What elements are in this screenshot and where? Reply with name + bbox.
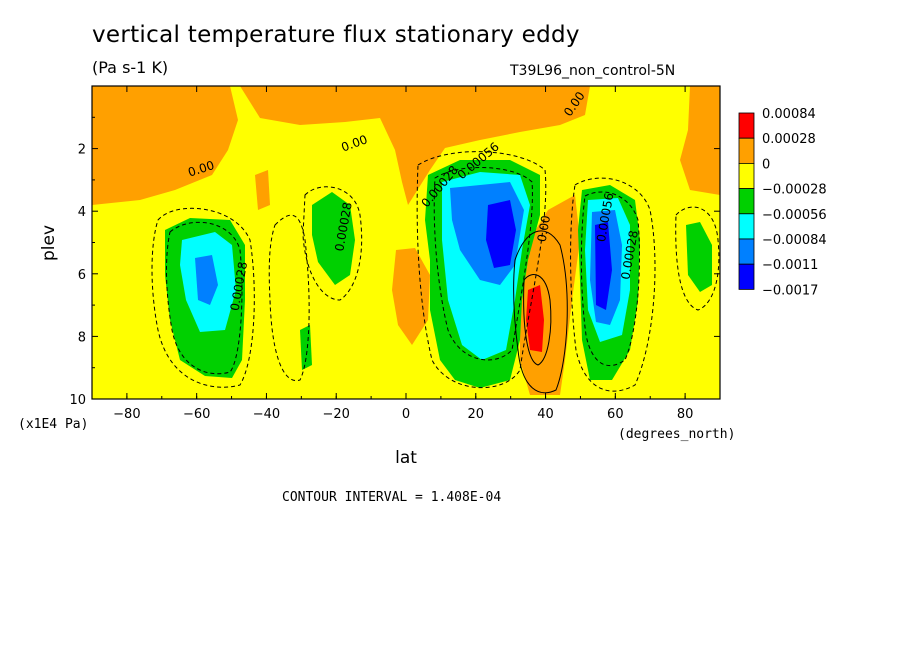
- legend-swatch: [738, 213, 755, 240]
- x-tick-label: 40: [537, 407, 554, 422]
- legend-label: 0.00028: [762, 132, 816, 147]
- legend-swatch: [738, 112, 755, 139]
- legend-label: −0.00028: [762, 183, 827, 198]
- x-tick-label: −80: [113, 407, 140, 422]
- x-tick-label: 0: [402, 407, 410, 422]
- contour-line: [580, 191, 640, 367]
- legend-swatch: [738, 263, 755, 290]
- region-blue-sw: [195, 255, 218, 305]
- region-pos-center: [392, 248, 430, 345]
- legend-label: 0.00084: [762, 107, 816, 122]
- legend-swatch: [738, 137, 755, 164]
- contour-line: [523, 274, 552, 366]
- x-tick-label: −20: [323, 407, 350, 422]
- region-deepblue-east: [595, 222, 612, 310]
- region-deepblue-big: [486, 200, 516, 268]
- color-legend: 0.00084 0.00028 0 −0.00028 −0.00056 −0.00084 −…: [738, 107, 827, 298]
- x-axis-units: (degrees_north): [618, 427, 735, 442]
- x-tick-label: 60: [607, 407, 624, 422]
- y-tick-label: 2: [78, 143, 86, 158]
- y-axis-units: (x1E4 Pa): [18, 417, 88, 432]
- contour-line: [151, 207, 255, 388]
- x-tick-label: 80: [677, 407, 694, 422]
- contour-line: [570, 177, 656, 392]
- region-pos-small: [255, 170, 270, 210]
- contour-line: [433, 166, 533, 361]
- x-tick-label: 20: [468, 407, 485, 422]
- y-axis-title: plev: [39, 225, 59, 261]
- deep-blue-regions: [486, 200, 612, 310]
- y-tick-label: 8: [78, 330, 86, 345]
- legend-label: −0.0011: [762, 258, 818, 273]
- region-green-sliver: [300, 325, 312, 370]
- legend-swatch: [738, 162, 755, 189]
- contour-line: [268, 214, 310, 382]
- y-tick-label: 10: [69, 393, 86, 408]
- y-tick-label: 6: [78, 268, 86, 283]
- contour-line: [675, 206, 720, 311]
- region-red-max: [526, 285, 544, 352]
- positive-contours: [513, 230, 568, 394]
- region-pos-top: [240, 86, 590, 205]
- legend-label: 0: [762, 157, 770, 172]
- x-axis-title: lat: [395, 448, 417, 468]
- legend-label: −0.0017: [762, 283, 818, 298]
- region-pos-nw: [92, 86, 238, 205]
- negative-contours: [151, 151, 720, 392]
- x-tick-label: −40: [253, 407, 280, 422]
- chart-units: (Pa s-1 K): [92, 58, 169, 77]
- chart-title: vertical temperature flux stationary edd…: [92, 22, 580, 48]
- legend-swatch: [738, 188, 755, 215]
- contour-line: [416, 151, 547, 389]
- legend-swatch: [738, 238, 755, 265]
- contour-interval-note: CONTOUR INTERVAL = 1.408E-04: [282, 490, 502, 505]
- region-pos-ne: [680, 86, 720, 195]
- contour-label: 0.00: [535, 214, 553, 243]
- legend-label: −0.00056: [762, 208, 827, 223]
- y-tick-label: 4: [78, 205, 86, 220]
- region-green-mid: [312, 192, 355, 285]
- legend-label: −0.00084: [762, 233, 827, 248]
- run-label: T39L96_non_control-5N: [510, 63, 676, 79]
- contour-line: [513, 230, 568, 394]
- contour-field: [92, 86, 720, 399]
- x-tick-label: −60: [183, 407, 210, 422]
- region-green-ne: [686, 222, 712, 292]
- y-axis: 2 4 6 8 10: [69, 116, 720, 408]
